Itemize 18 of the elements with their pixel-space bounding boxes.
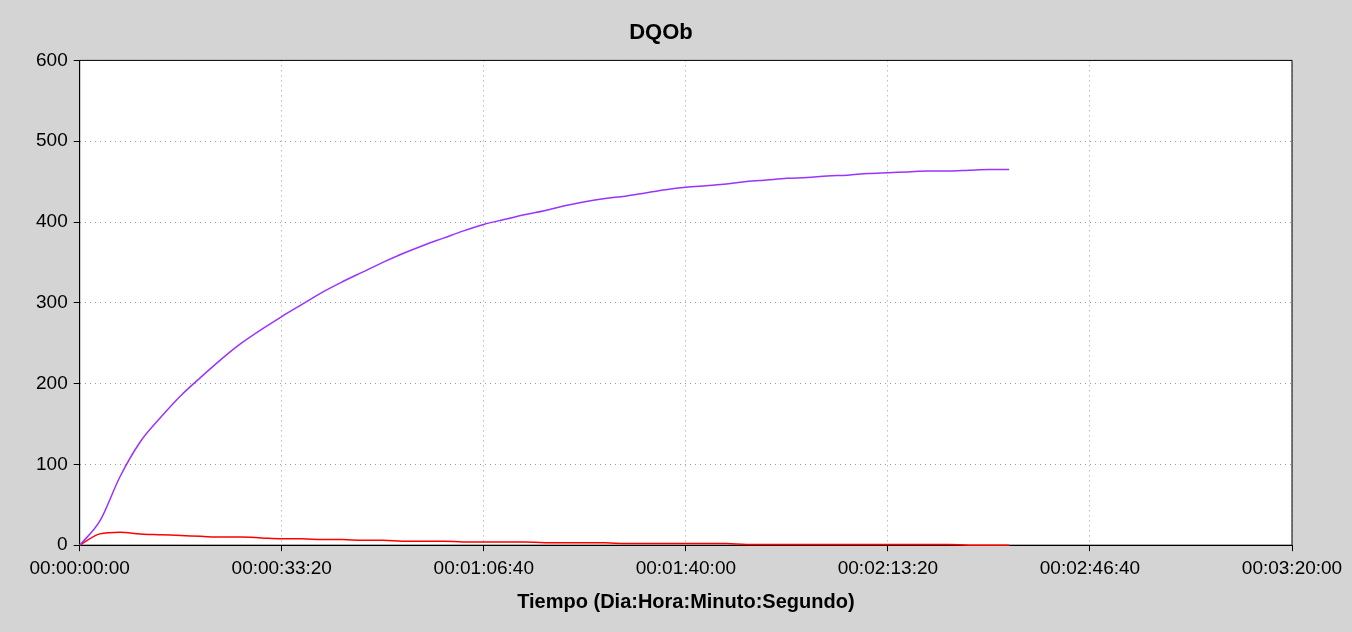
x-tick-label: 00:00:00:00 <box>29 556 130 578</box>
y-tick-label: 200 <box>36 371 68 393</box>
y-tick-label: 600 <box>36 48 68 70</box>
y-tick-label: 0 <box>57 533 68 555</box>
x-tick-label: 00:03:20:00 <box>1241 556 1343 578</box>
x-tick-label: 00:02:13:20 <box>837 556 939 578</box>
x-tick-label: 00:00:33:20 <box>231 556 332 578</box>
y-tick-label: 300 <box>36 291 68 313</box>
x-tick-label: 00:02:46:40 <box>1039 556 1141 578</box>
line-series <box>78 531 1010 546</box>
x-tick-label: 00:01:40:00 <box>635 556 737 578</box>
x-tick-label: 00:01:06:40 <box>433 556 534 578</box>
y-tick-label: 400 <box>36 210 68 232</box>
y-tick-label: 500 <box>36 129 68 151</box>
line-series <box>78 168 1010 546</box>
x-axis-title: Tiempo (Dia:Hora:Minuto:Segundo) <box>517 589 855 612</box>
chart-title: DQOb <box>629 19 693 45</box>
y-tick-label: 100 <box>36 452 68 474</box>
